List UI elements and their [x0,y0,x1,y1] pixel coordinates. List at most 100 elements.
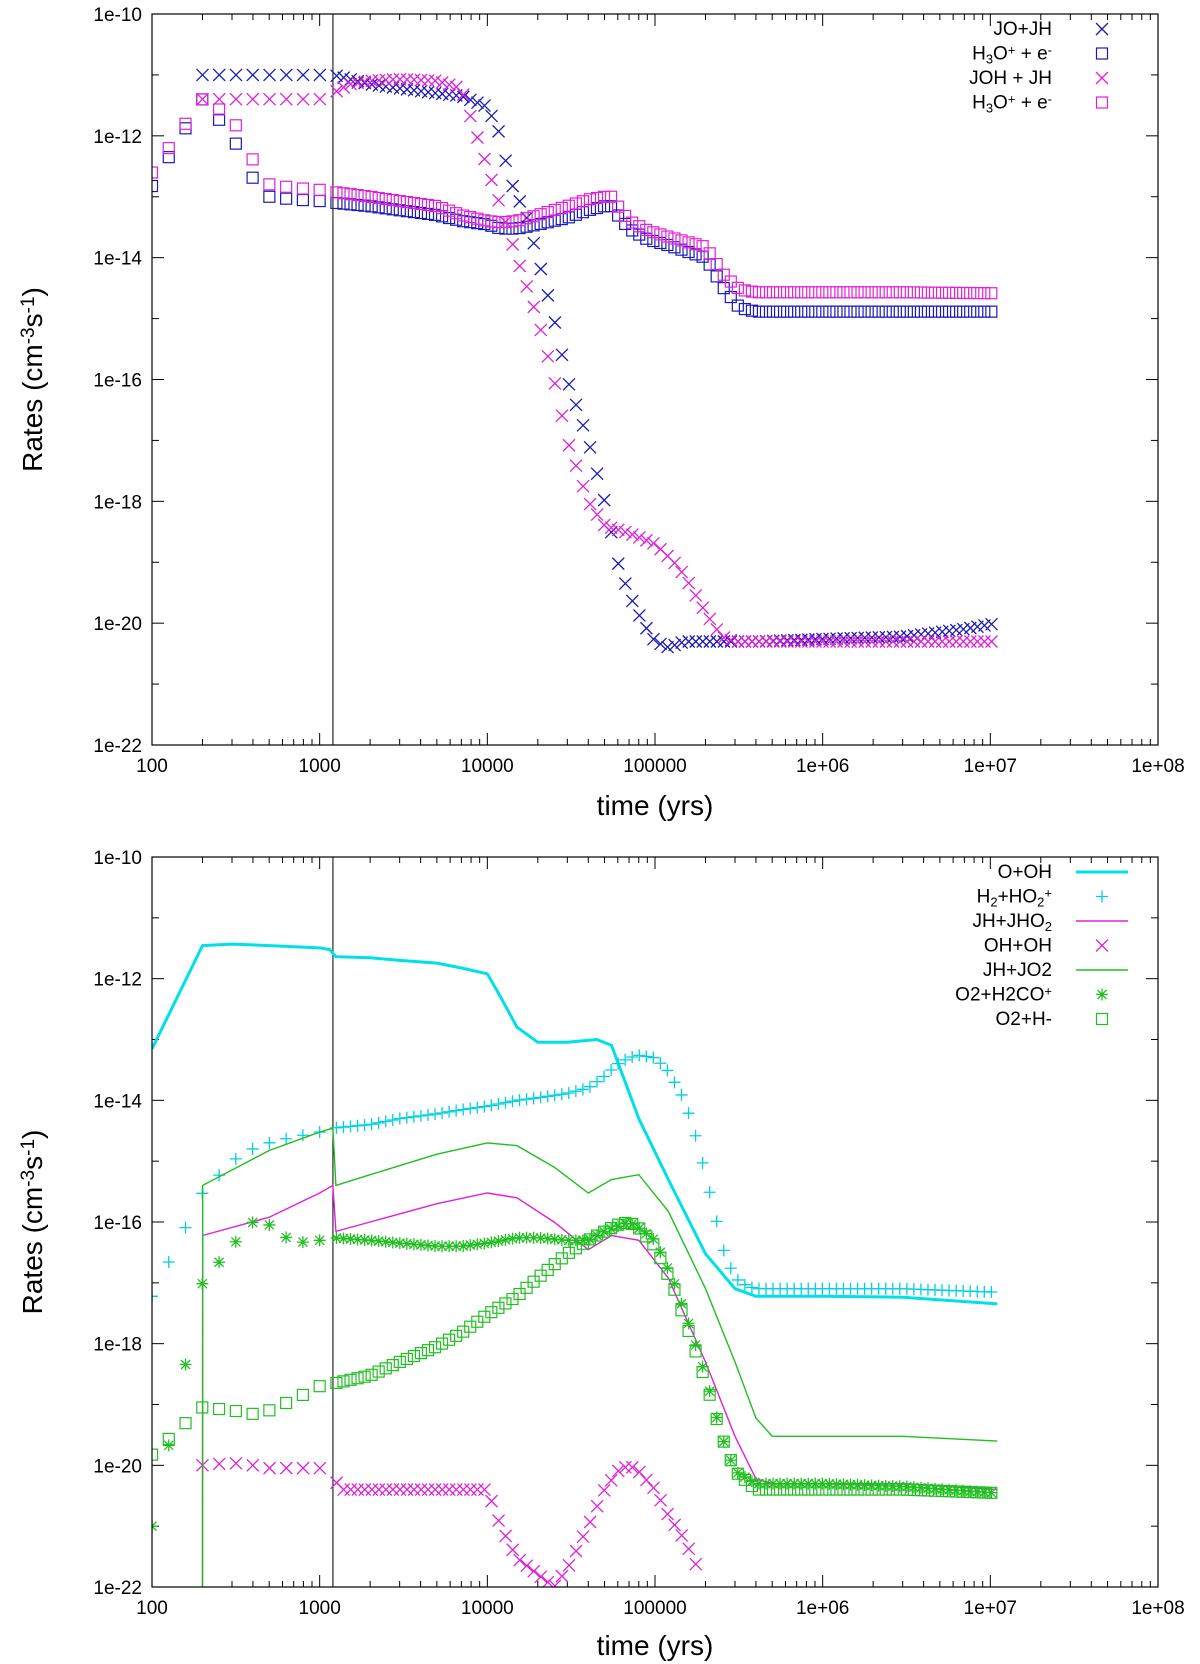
data-point [520,212,533,225]
data-point [435,1483,449,1496]
x-axis-title: time (yrs) [597,790,714,821]
data-point [647,1238,660,1251]
data-point [534,1232,547,1245]
data-point [499,1529,513,1543]
data-point [604,190,618,203]
data-point [590,467,604,481]
data-point [280,1231,293,1244]
data-point [555,1569,569,1583]
data-point [263,178,276,191]
data-point [809,286,822,299]
data-point [576,1530,590,1544]
data-point [162,1432,175,1445]
data-point [907,1483,920,1497]
data-point [478,214,491,227]
data-point [330,1376,343,1390]
data-point [372,201,385,214]
data-point [801,635,815,648]
data-point [365,1483,379,1496]
data-point [647,1481,660,1495]
data-point [296,68,310,82]
data-point [246,1407,259,1420]
data-point [246,68,260,82]
data-point [950,1485,963,1498]
data-point [330,84,344,98]
data-point [179,1358,192,1371]
data-point [358,1119,371,1132]
data-point [597,200,611,213]
data-point [612,1220,625,1233]
data-point [921,305,935,318]
data-point [179,117,192,130]
data-point [263,1218,276,1231]
data-point [738,1278,751,1291]
data-point [640,1230,653,1243]
data-point [541,216,554,229]
legend-marker [1095,1012,1109,1026]
data-point [752,635,766,648]
data-point [696,635,710,648]
data-point [435,201,449,215]
data-point [471,1101,484,1114]
data-point [313,68,327,82]
x-minor-ticks [152,14,1158,745]
data-point [689,1338,702,1351]
data-point [569,459,583,473]
series-oh-oh [196,1456,703,1587]
data-point [745,635,759,648]
data-point [605,1064,618,1076]
data-point [351,1372,364,1385]
data-point [942,1485,956,1498]
data-point [626,1217,639,1230]
data-point [710,622,724,636]
bottom-rates-panel: 100 1000 10000 100000 1e+06 1e+07 1e+08 1e-22 1e… [17,848,1185,1661]
data-point [957,1485,970,1498]
data-point [964,1485,977,1498]
data-point [717,282,730,295]
data-point [520,1281,533,1294]
data-point [759,1483,773,1496]
data-point [421,1108,434,1121]
data-point [450,1329,463,1342]
data-point [985,305,998,318]
data-point [745,1281,758,1294]
data-point [407,1238,420,1251]
data-point [893,305,906,318]
data-point [492,124,506,138]
data-point [534,1091,547,1104]
data-point [696,250,709,263]
data-point [506,1232,519,1245]
data-point [246,1216,259,1229]
data-point [865,305,878,318]
data-point [478,1237,491,1250]
data-point [296,1236,309,1249]
data-point [421,1483,435,1496]
legend-label: O2+H- [996,1009,1053,1030]
data-point [358,199,371,212]
data-point [703,635,717,648]
data-point [279,92,293,106]
data-point [548,203,561,217]
data-point [780,635,794,648]
data-point [492,1235,505,1248]
data-point [344,1232,357,1245]
data-point [950,1484,963,1497]
data-point [471,212,484,225]
data-point [393,72,407,86]
data-point [914,1481,927,1494]
data-point [971,1486,984,1499]
data-point [597,190,611,203]
data-point [844,635,858,648]
data-point [421,73,435,87]
data-point [470,1483,484,1496]
data-point [464,211,477,224]
legend-label: H3O+ + e- [972,42,1052,66]
data-point [548,1233,561,1246]
data-point [668,638,682,652]
data-point [879,1483,892,1496]
data-point [886,1480,899,1493]
legend-marker [1096,890,1108,903]
data-point [893,286,906,299]
data-point [985,1486,998,1499]
data-point [738,302,751,316]
